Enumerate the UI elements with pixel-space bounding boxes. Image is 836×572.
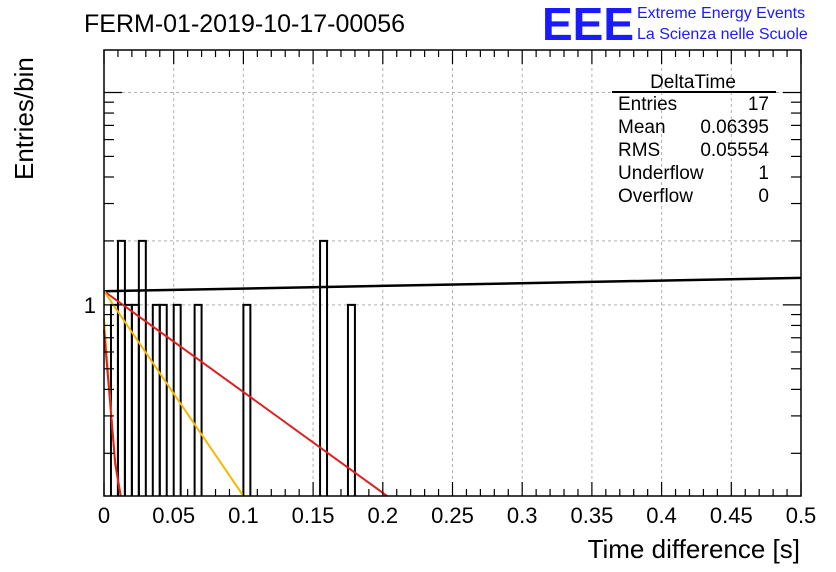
chart-title: FERM-01-2019-10-17-00056 — [84, 10, 405, 38]
eee-logo: EEE Extreme Energy Events La Scienza nel… — [542, 0, 808, 50]
y-axis-label: Entries/bin — [9, 57, 39, 180]
x-tick-label: 0.3 — [507, 503, 538, 528]
x-tick-label: 0.45 — [710, 503, 753, 528]
x-tick-label: 0 — [98, 503, 110, 528]
histogram-bar — [242, 303, 252, 496]
y-tick-label: 1 — [84, 293, 96, 318]
grid — [104, 50, 801, 496]
stats-row-value: 17 — [748, 94, 769, 115]
stats-box: DeltaTime Entries 17 Mean 0.06395 RMS 0.05554… — [612, 72, 776, 207]
histogram-bar — [172, 303, 182, 496]
histogram-bar — [319, 239, 329, 496]
y-tick-labels: 1 — [84, 293, 96, 318]
stats-row-value: 0.05554 — [700, 140, 769, 161]
histogram-bar — [116, 239, 126, 496]
x-tick-label: 0.35 — [570, 503, 613, 528]
stats-row-label: Entries — [618, 94, 677, 115]
histogram-bar — [193, 303, 203, 496]
fit-line — [103, 330, 122, 497]
fit-line — [103, 290, 245, 497]
histogram-bar — [158, 303, 168, 496]
axis-ticks — [103, 50, 802, 496]
logo-line1: Extreme Energy Events — [637, 5, 805, 22]
fit-line — [103, 290, 388, 497]
x-tick-label: 0.05 — [152, 503, 195, 528]
logo-mark: EEE — [542, 0, 634, 50]
stats-row-value: 0.06395 — [700, 117, 769, 138]
stats-box-title: DeltaTime — [650, 72, 736, 93]
stats-row-label: Overflow — [618, 186, 693, 207]
stats-row-label: RMS — [618, 140, 660, 161]
stats-row-label: Underflow — [618, 163, 704, 184]
histogram-bar — [137, 239, 147, 496]
fit-line — [103, 276, 802, 293]
x-tick-label: 0.4 — [646, 503, 677, 528]
x-tick-label: 0.25 — [431, 503, 474, 528]
x-tick-label: 0.2 — [368, 503, 399, 528]
fit-lines — [103, 276, 802, 497]
stats-row-value: 0 — [758, 186, 769, 207]
x-tick-label: 0.5 — [786, 503, 817, 528]
stats-row-value: 1 — [758, 163, 769, 184]
histogram-bar — [151, 303, 161, 496]
stats-row-label: Mean — [618, 117, 666, 138]
logo-line2: La Scienza nelle Scuole — [637, 26, 808, 43]
histogram-bar — [123, 303, 133, 496]
x-axis-label: Time difference [s] — [588, 534, 800, 564]
histogram-bars — [109, 239, 356, 496]
x-tick-label: 0.1 — [228, 503, 259, 528]
histogram-bar — [346, 303, 356, 496]
x-tick-label: 0.15 — [292, 503, 335, 528]
x-tick-labels: 0 0.05 0.1 0.15 0.2 0.25 0.3 0.35 0.4 0.45 0.5 — [98, 503, 816, 528]
